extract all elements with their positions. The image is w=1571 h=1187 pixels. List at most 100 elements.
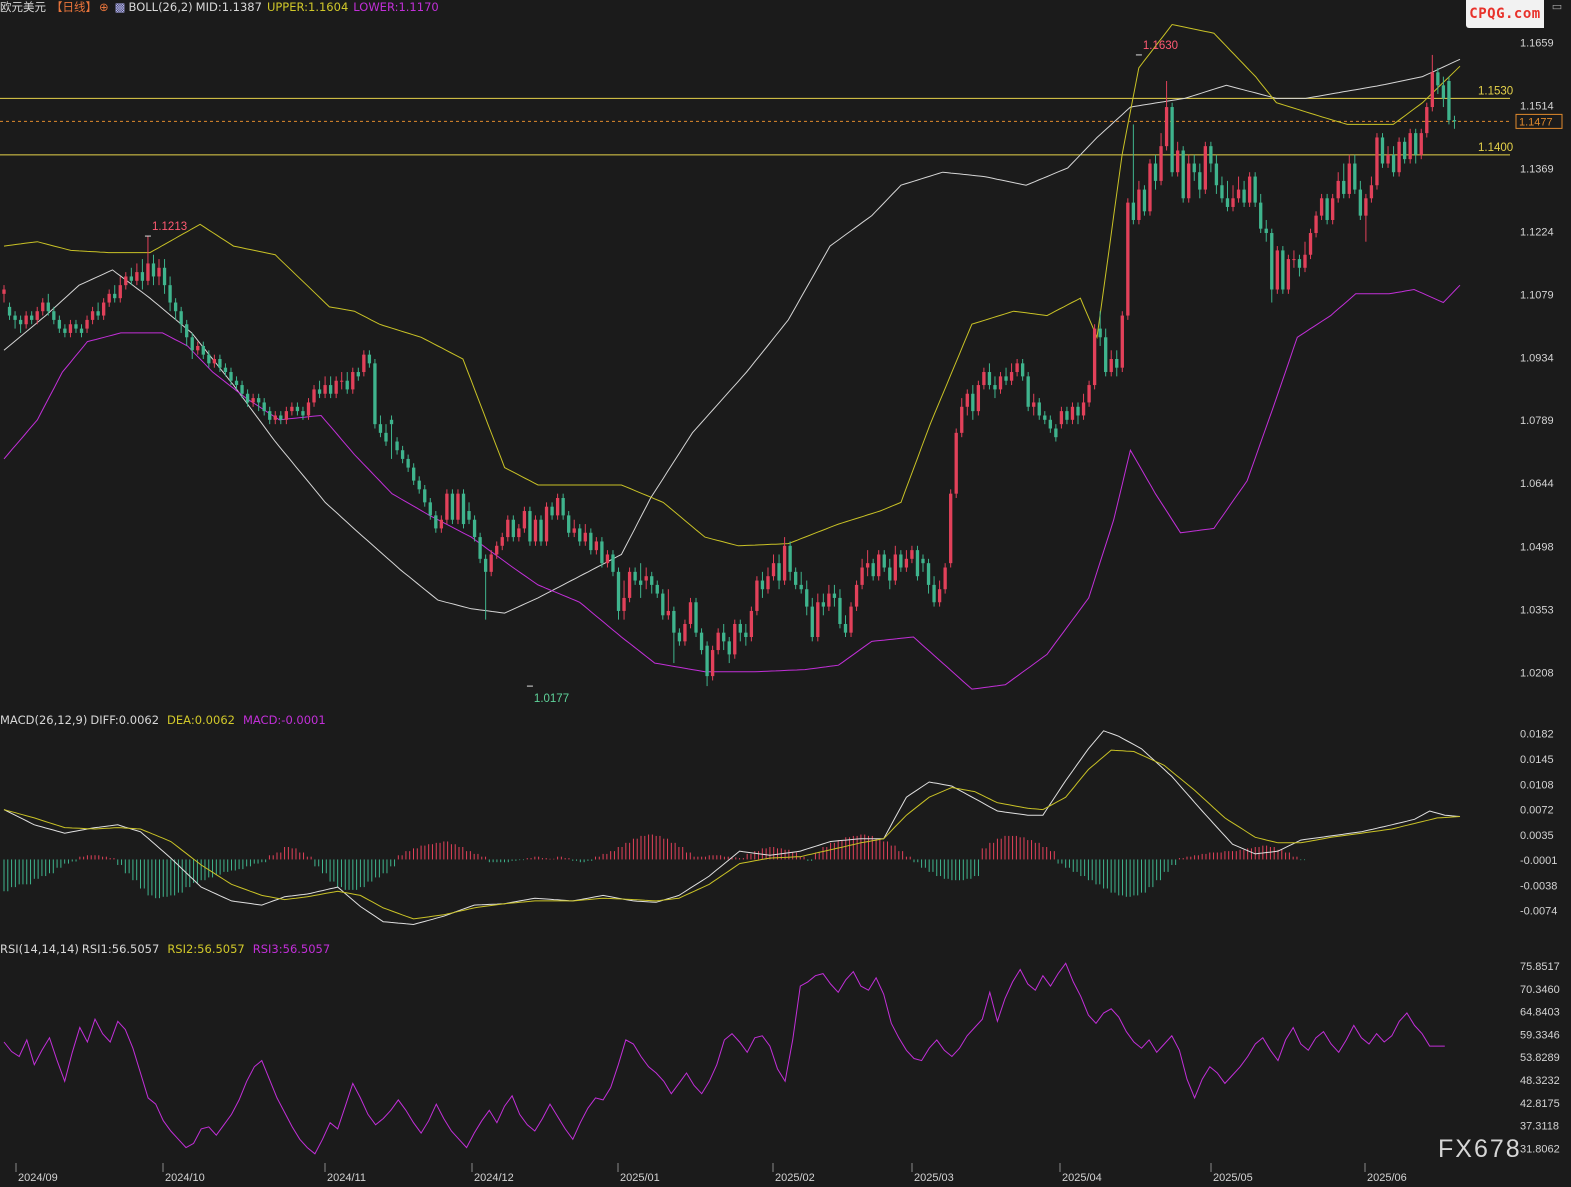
candle — [1059, 406, 1064, 429]
candle — [1342, 163, 1346, 199]
candle — [201, 341, 205, 359]
candle — [522, 506, 527, 533]
candle-body — [1414, 133, 1418, 155]
candle — [57, 315, 62, 333]
candle-body — [439, 519, 444, 529]
candle-body — [1109, 359, 1113, 373]
candle — [1214, 154, 1219, 194]
candle — [1076, 402, 1080, 425]
candle-body — [832, 593, 837, 598]
candle — [722, 623, 726, 651]
candle — [240, 380, 244, 399]
candle-body — [572, 528, 576, 533]
candle — [1292, 250, 1296, 268]
candle-body — [129, 276, 133, 281]
candle — [1043, 411, 1047, 425]
price-tick-2: 1.1369 — [1520, 163, 1554, 175]
candle-body — [982, 372, 986, 386]
candle — [268, 406, 272, 425]
rsi-line — [3, 962, 1445, 1155]
candle-body — [888, 567, 892, 581]
candle — [511, 515, 515, 542]
x-tick-5: 2025/02 — [775, 1172, 815, 1184]
candle-body — [1131, 202, 1136, 220]
boll-label: BOLL(26,2) — [128, 0, 193, 14]
candle — [1264, 219, 1268, 242]
candle-body — [589, 532, 593, 551]
candle — [517, 524, 521, 542]
candle — [1104, 328, 1108, 377]
candle — [495, 541, 499, 559]
candle — [439, 515, 444, 533]
candle-body — [1142, 189, 1147, 212]
candle — [7, 302, 12, 320]
candle — [384, 424, 388, 446]
price-tick-7: 1.0644 — [1520, 478, 1554, 490]
candle-body — [168, 285, 172, 303]
indicator-icon[interactable]: ▩ — [114, 0, 126, 14]
candle — [877, 550, 881, 581]
candle — [1070, 402, 1075, 425]
price-tick-10: 1.0208 — [1520, 668, 1554, 680]
candle — [362, 350, 366, 377]
maximize-icon[interactable]: ▭ — [1551, 0, 1563, 13]
candle — [373, 359, 377, 429]
candle — [185, 319, 189, 346]
candle — [1325, 193, 1329, 225]
candle — [738, 619, 742, 642]
candle-body — [179, 311, 183, 325]
candle — [627, 567, 632, 603]
candle-body — [461, 493, 466, 525]
candle-body — [1120, 315, 1124, 368]
cpqg-logo[interactable]: CPQG.com — [1466, 0, 1544, 28]
candle-body — [1441, 85, 1446, 99]
candle — [273, 411, 277, 425]
candle — [733, 619, 737, 659]
candle — [1419, 128, 1423, 160]
candle — [1203, 141, 1207, 194]
boll-mid-line — [3, 58, 1461, 614]
candle — [1037, 398, 1041, 420]
candle-body — [257, 398, 261, 403]
candle-body — [268, 411, 272, 420]
candle-body — [605, 554, 610, 564]
candle-body — [378, 424, 383, 433]
candle-body — [124, 276, 128, 286]
candle — [173, 298, 178, 320]
macd-tick-2: 0.0108 — [1520, 780, 1554, 792]
candle-body — [1447, 80, 1451, 121]
cpqg-logo-text: CPQG.com — [1469, 6, 1541, 22]
price-panel: 1.1530 1.1400 1.1477 1.1213 1.0177 1.1630 1.… — [0, 23, 1563, 705]
candle-body — [926, 563, 931, 585]
price-tick-0: 1.1659 — [1520, 37, 1554, 49]
candle-body — [960, 406, 964, 433]
candle — [544, 502, 549, 546]
candle — [229, 367, 233, 386]
period-label[interactable]: 【日线】 — [51, 0, 97, 14]
candle — [1153, 154, 1158, 190]
candle — [766, 567, 770, 594]
candle-body — [921, 558, 925, 564]
candle — [705, 641, 709, 687]
candle-body — [1153, 163, 1158, 181]
rsi-header: RSI(14,14,14) RSI1:56.5057 RSI2:56.5057 RSI… — [0, 942, 335, 956]
candle-body — [1380, 137, 1385, 164]
candle-body — [1037, 402, 1041, 416]
candle — [1192, 154, 1196, 181]
candle — [1402, 137, 1407, 164]
candle-body — [899, 554, 903, 568]
candle — [788, 541, 792, 581]
candle — [838, 589, 842, 629]
candle — [41, 298, 45, 316]
candle-body — [1148, 163, 1152, 212]
candle-body — [744, 632, 748, 638]
candle-body — [600, 541, 604, 564]
candle — [1164, 80, 1169, 151]
candle-body — [655, 584, 659, 594]
candle-body — [1032, 402, 1036, 407]
candle — [1048, 415, 1052, 433]
candle-body — [777, 563, 781, 581]
candle-body — [135, 272, 139, 281]
candle-body — [495, 545, 499, 555]
gear-icon[interactable]: ⊕ — [99, 0, 109, 14]
